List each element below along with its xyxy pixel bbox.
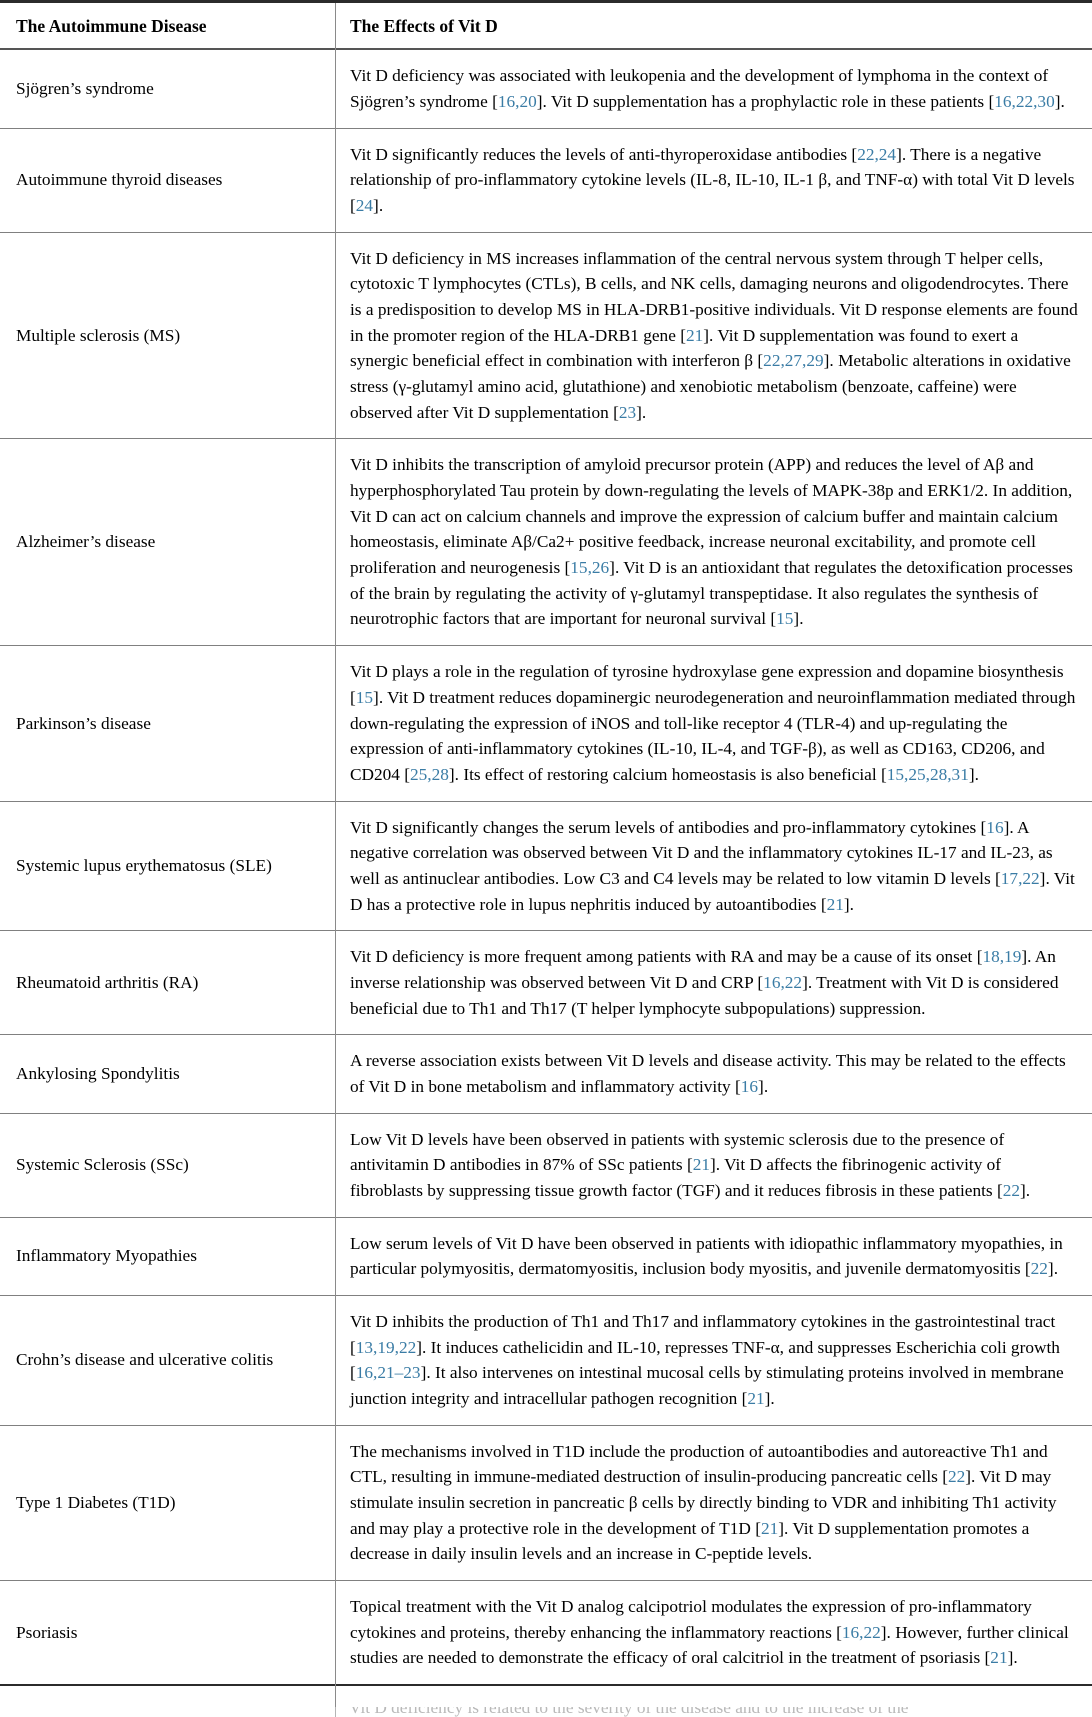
cell-disease-name: Autoimmune thyroid diseases [0,128,336,233]
citation-ref[interactable]: 25,28 [410,764,449,784]
clipped-next-row-text: Vit D deficiency is related to the sever… [349,1707,909,1717]
citation-ref[interactable]: 21 [990,1648,1008,1668]
table-row: Ankylosing Spondylitis A reverse associat… [0,1034,1092,1114]
clipped-column-separator [335,1707,337,1717]
citation-ref[interactable]: 21 [685,325,704,345]
cell-disease-name: Type 1 Diabetes (T1D) [0,1425,336,1581]
table-row: Multiple sclerosis (MS) Vit D deficiency … [0,232,1092,440]
citation-ref[interactable]: 21 [760,1518,779,1538]
clipped-next-row: Vit D deficiency is related to the sever… [0,1707,1092,1717]
cell-disease-name: Alzheimer’s disease [0,438,336,647]
citation-ref[interactable]: 15,26 [570,558,610,578]
table-row: Crohn’s disease and ulcerative colitis Vi… [0,1295,1092,1426]
citation-ref[interactable]: 15,25,28,31 [886,764,969,784]
column-header-disease: The Autoimmune Disease [0,6,336,51]
citation-ref[interactable]: 17,22 [1000,868,1040,888]
citation-ref[interactable]: 16,22 [763,972,803,992]
citation-ref[interactable]: 22 [1002,1180,1021,1200]
cell-vitd-effects: Vit D significantly reduces the levels o… [336,128,1092,233]
cell-vitd-effects: Low serum levels of Vit D have been obse… [336,1217,1092,1296]
table-row: Parkinson’s disease Vit D plays a role in… [0,645,1092,802]
cell-vitd-effects: Vit D deficiency is more frequent among … [336,930,1092,1036]
citation-ref[interactable]: 16,20 [497,92,537,112]
cell-disease-name: Inflammatory Myopathies [0,1217,336,1296]
cell-disease-name: Crohn’s disease and ulcerative colitis [0,1295,336,1426]
table-row: Inflammatory Myopathies Low serum levels … [0,1217,1092,1296]
citation-ref[interactable]: 16,22,30 [994,92,1055,112]
cell-disease-name: Systemic Sclerosis (SSc) [0,1113,336,1218]
citation-ref[interactable]: 15 [355,687,374,707]
table-row: Psoriasis Topical treatment with the Vit … [0,1580,1092,1686]
table-top-rule [0,0,1092,3]
cell-disease-name: Ankylosing Spondylitis [0,1034,336,1114]
citation-ref[interactable]: 24 [355,196,374,216]
cell-vitd-effects: Topical treatment with the Vit D analog … [336,1580,1092,1686]
cell-vitd-effects: Vit D deficiency in MS increases inflamm… [336,232,1092,440]
table-body: Sjögren’s syndrome Vit D deficiency was a… [0,49,1092,1686]
table-head: The Autoimmune Disease The Effects of Vi… [0,6,1092,51]
citation-ref[interactable]: 22 [947,1467,966,1487]
citation-ref[interactable]: 22 [1030,1259,1048,1279]
citation-ref[interactable]: 15 [776,609,794,629]
cell-disease-name: Rheumatoid arthritis (RA) [0,930,336,1036]
table-row: Alzheimer’s disease Vit D inhibits the tr… [0,438,1092,647]
cell-vitd-effects: Vit D significantly changes the serum le… [336,801,1092,932]
citation-ref[interactable]: 22,27,29 [763,351,824,371]
cell-disease-name: Parkinson’s disease [0,645,336,802]
citation-ref[interactable]: 23 [618,402,637,422]
citation-ref[interactable]: 16,21–23 [355,1363,421,1383]
citation-ref[interactable]: 13,19,22 [355,1337,417,1357]
citation-ref[interactable]: 21 [826,894,844,914]
cell-disease-name: Systemic lupus erythematosus (SLE) [0,801,336,932]
cell-vitd-effects: The mechanisms involved in T1D include t… [336,1425,1092,1581]
citation-ref[interactable]: 16 [986,817,1004,837]
table-row: Rheumatoid arthritis (RA) Vit D deficienc… [0,930,1092,1036]
cell-disease-name: Sjögren’s syndrome [0,49,336,129]
cell-vitd-effects: Low Vit D levels have been observed in p… [336,1113,1092,1218]
cell-vitd-effects: Vit D deficiency was associated with leu… [336,49,1092,129]
cell-vitd-effects: Vit D inhibits the transcription of amyl… [336,438,1092,647]
table-row: Systemic Sclerosis (SSc) Low Vit D levels… [0,1113,1092,1218]
column-header-effects: The Effects of Vit D [336,6,1092,51]
table-row: Type 1 Diabetes (T1D) The mechanisms invo… [0,1425,1092,1581]
table-row: Sjögren’s syndrome Vit D deficiency was a… [0,49,1092,129]
citation-ref[interactable]: 18,19 [982,947,1022,967]
cell-disease-name: Multiple sclerosis (MS) [0,232,336,440]
autoimmune-vitd-table: The Autoimmune Disease The Effects of Vi… [0,6,1092,1686]
table-row: Autoimmune thyroid diseases Vit D signifi… [0,128,1092,233]
header-row: The Autoimmune Disease The Effects of Vi… [0,6,1092,51]
citation-ref[interactable]: 16 [740,1076,759,1096]
citation-ref[interactable]: 22,24 [857,144,897,164]
table-row: Systemic lupus erythematosus (SLE) Vit D … [0,801,1092,932]
citation-ref[interactable]: 16,22 [841,1622,881,1642]
cell-vitd-effects: A reverse association exists between Vit… [336,1034,1092,1114]
cell-vitd-effects: Vit D inhibits the production of Th1 and… [336,1295,1092,1426]
citation-ref[interactable]: 21 [692,1155,710,1175]
cell-vitd-effects: Vit D plays a role in the regulation of … [336,645,1092,802]
cell-disease-name: Psoriasis [0,1580,336,1686]
citation-ref[interactable]: 21 [747,1388,765,1408]
table-top-rule-gap [0,3,1092,6]
